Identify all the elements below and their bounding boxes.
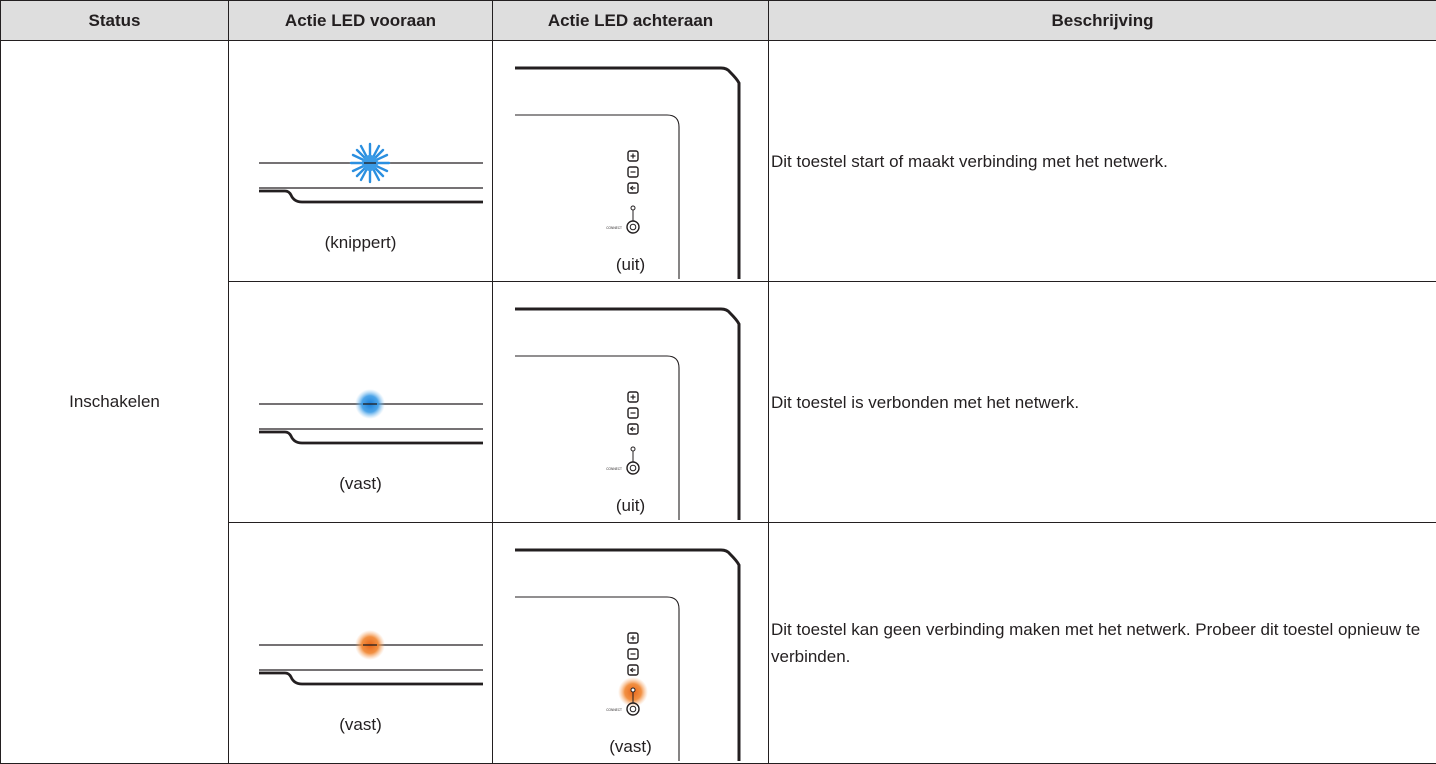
front-led-state-label: (vast)	[229, 715, 492, 735]
volume-down-button-icon	[628, 167, 638, 177]
status-cell: Inschakelen	[1, 41, 229, 764]
rear-led-cell: CONNECT (uit)	[493, 41, 769, 282]
front-led-cell: (vast)	[229, 523, 493, 764]
front-led-state-label: (vast)	[229, 474, 492, 494]
input-button-icon	[628, 424, 638, 434]
connect-button-icon	[627, 462, 639, 474]
connect-label: CONNECT	[606, 226, 622, 230]
front-led-state-label: (knippert)	[229, 233, 492, 253]
header-row: Status Actie LED vooraan Actie LED achte…	[1, 1, 1436, 41]
description-cell: Dit toestel start of maakt verbinding me…	[769, 41, 1436, 282]
rear-led-state-label: (uit)	[493, 496, 768, 516]
header-status: Status	[1, 1, 229, 41]
input-button-icon	[628, 183, 638, 193]
rear-panel-illustration: CONNECT	[509, 523, 759, 763]
description-cell: Dit toestel is verbonden met het netwerk…	[769, 282, 1436, 523]
header-description: Beschrijving	[769, 1, 1436, 41]
input-button-icon	[628, 665, 638, 675]
connect-button-icon	[627, 221, 639, 233]
volume-up-button-icon	[628, 392, 638, 402]
rear-panel-illustration: CONNECT	[509, 282, 759, 522]
table-row: Inschakelen	[1, 41, 1436, 282]
rear-led-state-label: (vast)	[493, 737, 768, 757]
connect-label: CONNECT	[606, 708, 622, 712]
volume-up-button-icon	[628, 633, 638, 643]
volume-up-button-icon	[628, 151, 638, 161]
rear-led-state-label: (uit)	[493, 255, 768, 275]
header-rear-led: Actie LED achteraan	[493, 1, 769, 41]
front-led-cell: (vast)	[229, 282, 493, 523]
connect-label: CONNECT	[606, 467, 622, 471]
rear-led-cell: CONNECT (uit)	[493, 282, 769, 523]
volume-down-button-icon	[628, 408, 638, 418]
volume-down-button-icon	[628, 649, 638, 659]
header-front-led: Actie LED vooraan	[229, 1, 493, 41]
rear-panel-illustration: CONNECT	[509, 41, 759, 281]
rear-led-cell: CONNECT (vast)	[493, 523, 769, 764]
description-cell: Dit toestel kan geen verbinding maken me…	[769, 523, 1436, 764]
front-led-cell: (knippert)	[229, 41, 493, 282]
